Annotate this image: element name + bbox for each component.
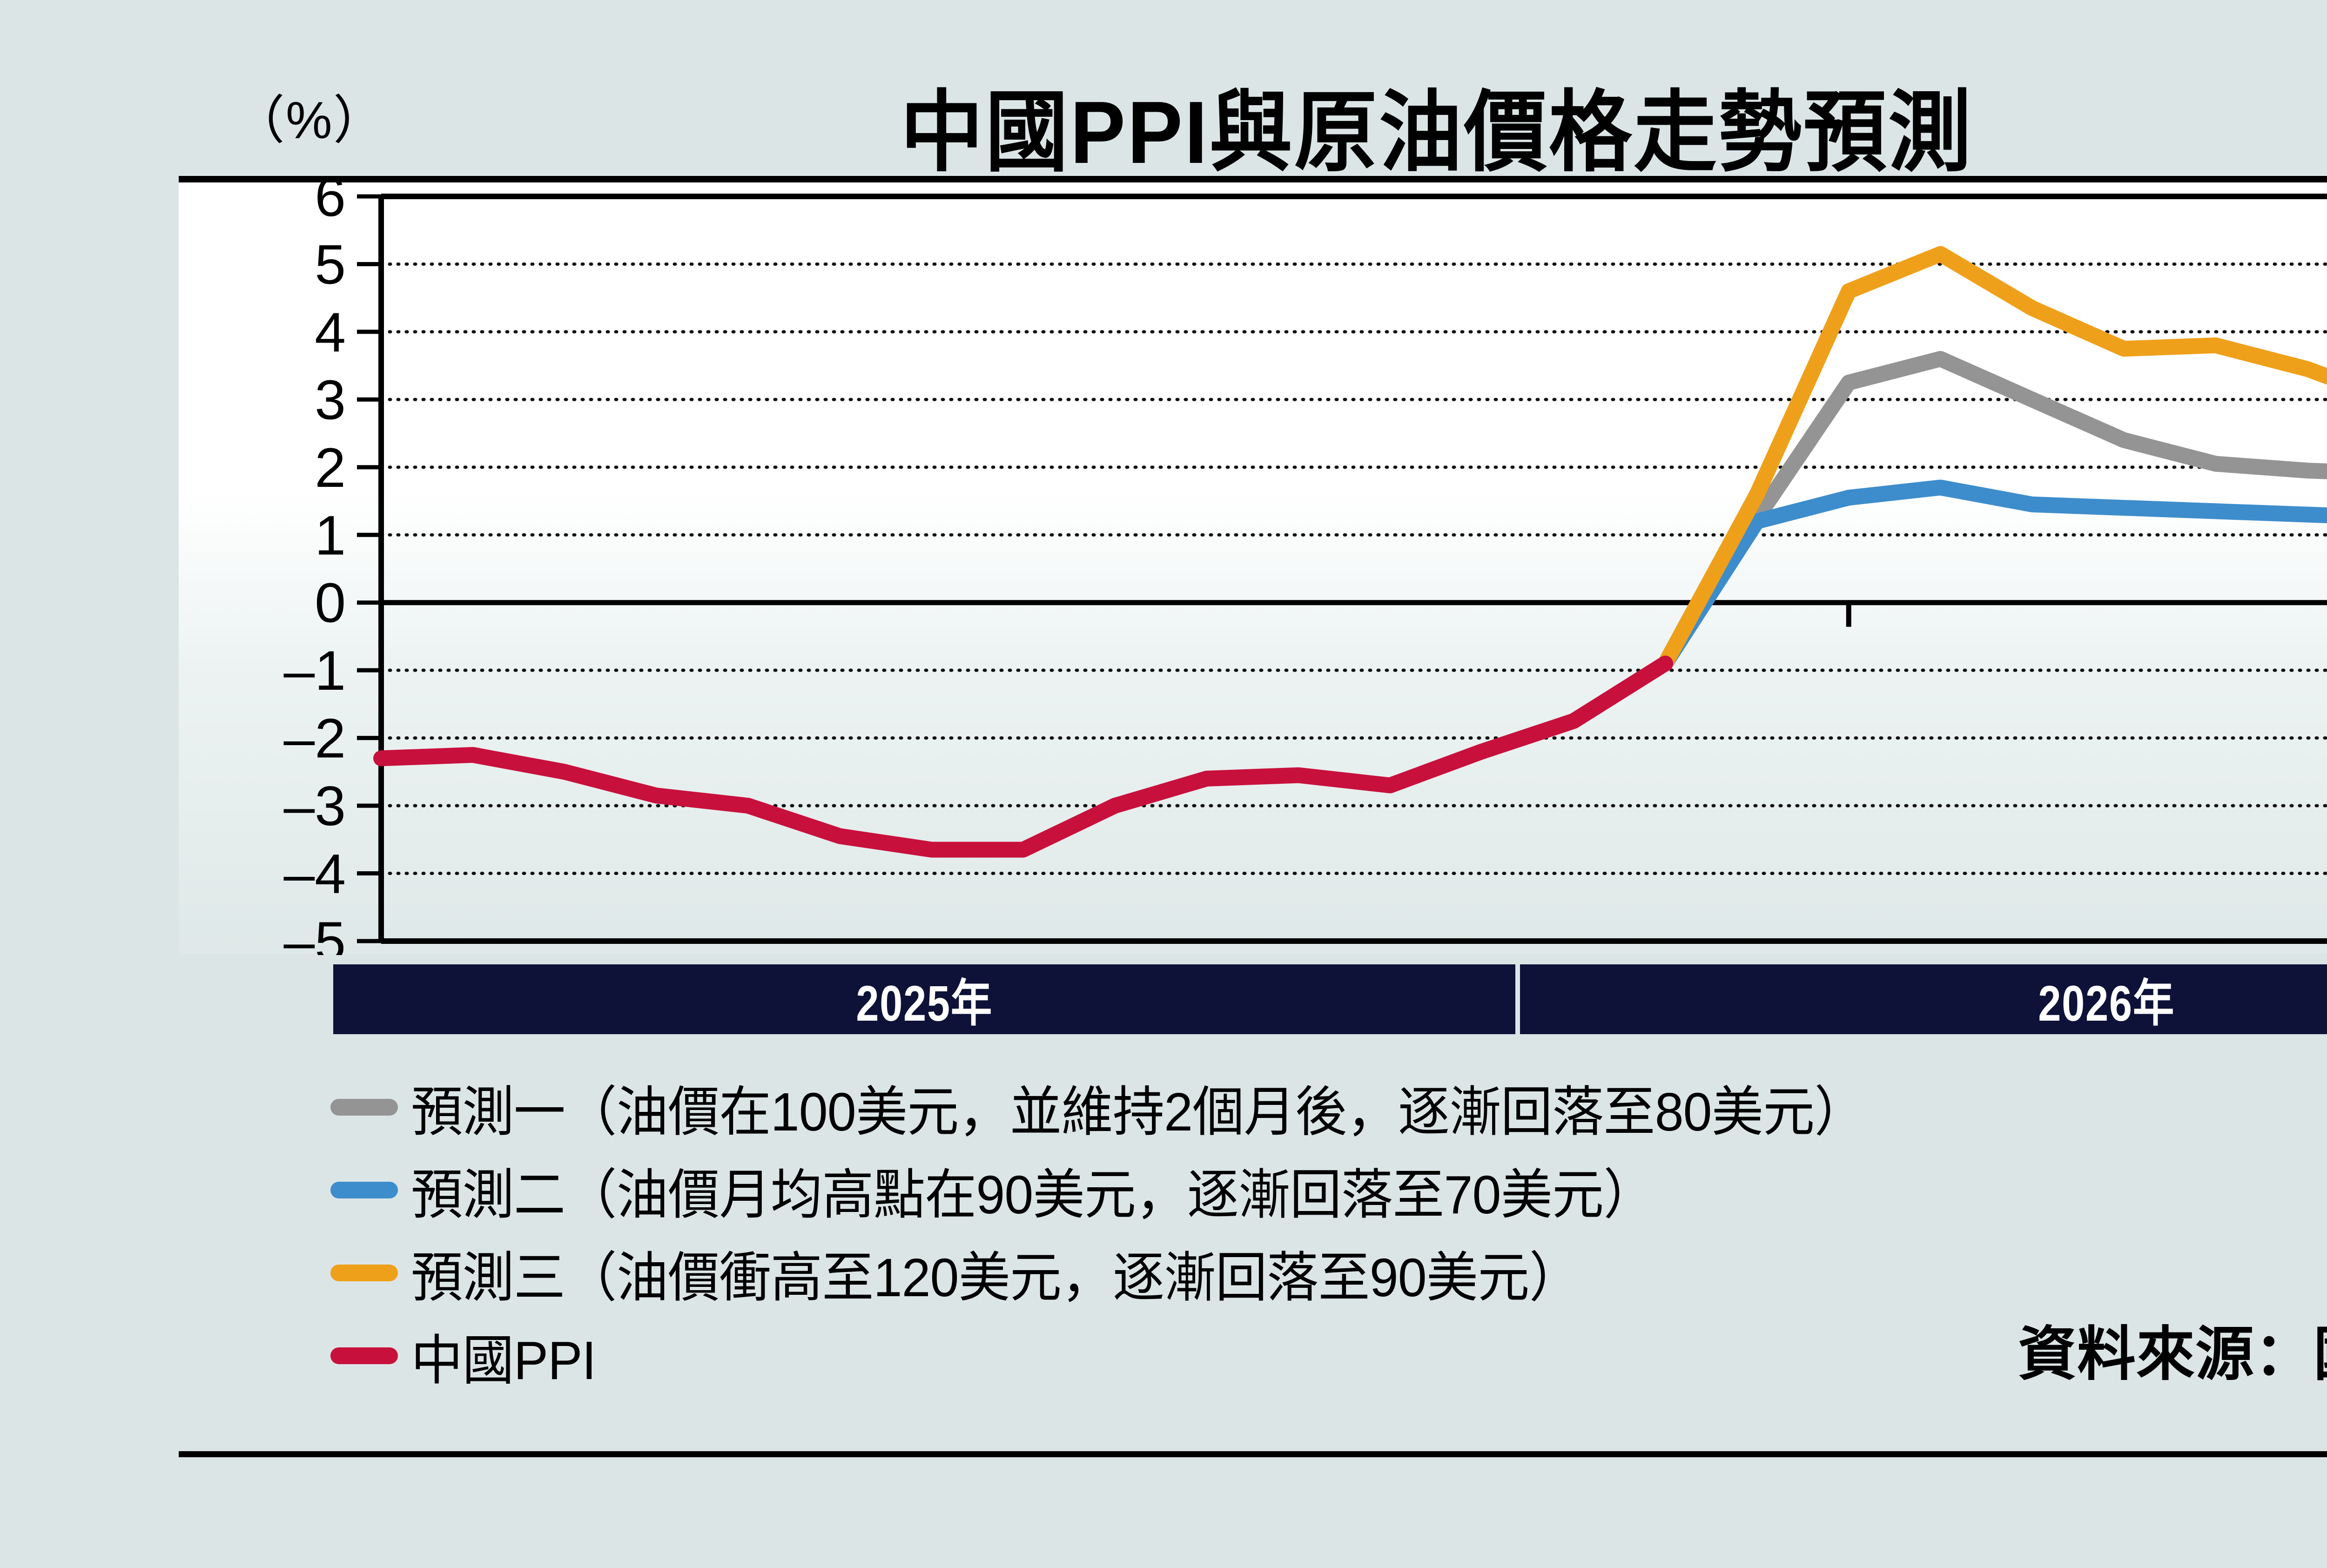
legend-label-forecast-one: 預測一（油價在100美元，並維持2個月後，逐漸回落至80美元） [411,1082,1866,1142]
chart-header: （%） 中國PPI與原油價格走勢預測 [0,61,2327,182]
y-axis-tick-label: –3 [284,775,346,837]
legend-label-forecast-two: 預測二（油價月均高點在90美元，逐漸回落至70美元） [411,1164,1655,1225]
y-axis-tick-label: –1 [284,639,346,702]
header-divider-rule [179,176,2327,182]
y-axis-tick-label: 0 [315,572,346,634]
chart-plot-area: 6 5 4 3 2 1 0 –1 –2 –3 –4 –5 [179,182,2327,955]
page-title: 中國PPI與原油價格走勢預測 [900,83,1973,182]
y-axis-unit-label: （%） [233,91,386,149]
y-axis-tick-label: –5 [284,910,346,955]
series-line-預測二 [1657,479,2327,672]
plot-background [179,182,2327,955]
legend-label-china-ppi: 中國PPI [411,1330,596,1391]
data-source-label: 資料來源：國金證券研究所 [2018,1321,2327,1387]
y-axis-tick-label: 1 [315,504,346,566]
y-axis-tick-label: 5 [315,233,346,296]
x-axis-year-bands: 2025年 2026年 [0,964,2327,1034]
year-band-2026: 2026年 [1520,964,2327,1034]
series-line-預測一 [1657,351,2327,672]
chart-legend: 預測一（油價在100美元，並維持2個月後，逐漸回落至80美元） 預測二（油價月均… [330,1066,2327,1397]
y-axis-tick-label: –2 [284,707,346,770]
legend-item-china-ppi: 中國PPI 資料來源：國金證券研究所 [330,1314,2327,1397]
year-band-2025: 2025年 [333,964,1515,1034]
y-axis-tick-label: –4 [284,843,346,905]
y-axis-tick-label: 3 [315,369,346,431]
legend-item-forecast-two: 預測二（油價月均高點在90美元，逐漸回落至70美元） [330,1149,2327,1232]
series-line-預測三 [1657,246,2327,672]
year-band-2025-label: 2025年 [856,975,993,1031]
legend-item-forecast-three: 預測三（油價衝高至120美元，逐漸回落至90美元） [330,1232,2327,1314]
legend-swatch-forecast-two [330,1182,398,1198]
y-axis-tick-label: 6 [315,182,346,228]
legend-label-forecast-three: 預測三（油價衝高至120美元，逐漸回落至90美元） [411,1247,1581,1308]
year-band-2026-label: 2026年 [2038,975,2175,1031]
legend-item-forecast-one: 預測一（油價在100美元，並維持2個月後，逐漸回落至80美元） [330,1066,2327,1149]
legend-swatch-forecast-three [330,1265,398,1281]
legend-swatch-china-ppi [330,1347,398,1364]
legend-swatch-forecast-one [330,1099,398,1116]
y-axis-tick-label: 4 [315,301,346,363]
y-axis-tick-label: 2 [315,437,346,499]
footer-divider-rule [179,1451,2327,1457]
series-line-中國PPI [373,655,1674,858]
